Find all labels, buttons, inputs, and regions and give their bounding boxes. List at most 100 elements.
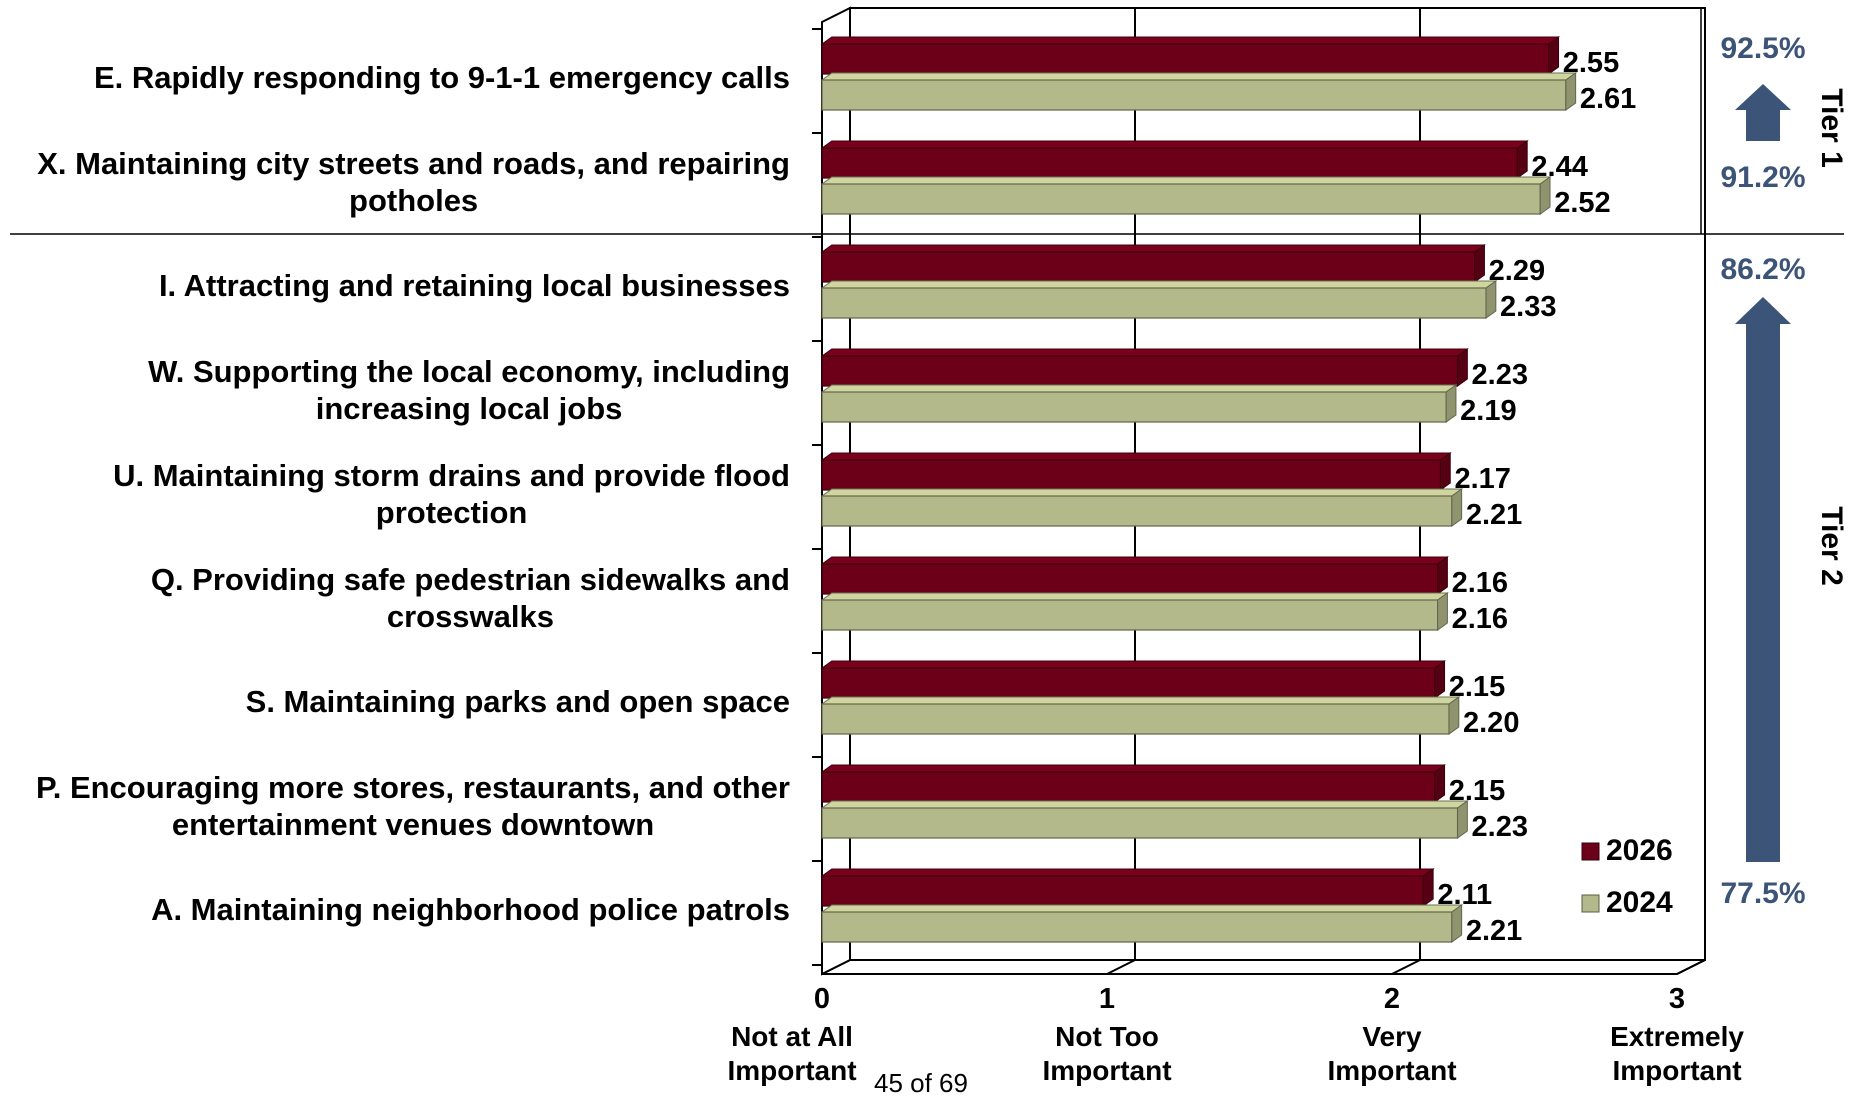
bar-2026-top-2 — [820, 244, 1487, 253]
bar-2024-end-0 — [1565, 72, 1577, 111]
x-tick-label-0: 0 — [814, 983, 830, 1015]
bar-2024-7 — [821, 807, 1459, 839]
bar-2026-top-5 — [820, 556, 1449, 565]
legend-label-2024: 2024 — [1606, 886, 1673, 919]
bar-2026-5 — [821, 563, 1439, 595]
bar-2026-0 — [821, 43, 1550, 75]
bar-2026-top-0 — [820, 36, 1561, 45]
value-label-2024-4: 2.21 — [1466, 499, 1522, 531]
bar-2024-end-2 — [1485, 280, 1497, 319]
bar-2024-end-8 — [1451, 904, 1463, 943]
bar-2026-end-5 — [1437, 556, 1448, 595]
page-number: 45 of 69 — [874, 1068, 968, 1098]
category-label-4-line2: protection — [376, 495, 528, 530]
bar-2026-top-6 — [820, 660, 1447, 669]
bar-2024-top-4 — [820, 488, 1464, 497]
value-label-2024-2: 2.33 — [1500, 291, 1556, 323]
bar-2026-end-6 — [1434, 660, 1446, 699]
labels: 2.55 2.61 2.44 2.52 2.29 2.33 2.23 2.19 2.17 2.21… — [36, 47, 1636, 947]
gridline-floor — [1106, 959, 1136, 975]
bars — [820, 36, 1578, 943]
bar-2024-end-7 — [1457, 800, 1468, 839]
bar-2024-top-7 — [820, 800, 1469, 809]
tier2-label: Tier 2 — [1815, 506, 1848, 586]
bar-2024-top-6 — [820, 696, 1461, 705]
bar-2024-end-1 — [1539, 176, 1551, 215]
value-label-2026-0: 2.55 — [1563, 47, 1619, 79]
bar-2026-top-1 — [820, 140, 1529, 149]
value-label-2024-7: 2.23 — [1472, 811, 1528, 843]
bar-2026-7 — [821, 771, 1436, 803]
bar-2024-top-1 — [820, 176, 1552, 185]
tier1-label: Tier 1 — [1815, 88, 1848, 168]
legend-label-2026: 2026 — [1606, 834, 1673, 867]
bar-2026-end-3 — [1457, 348, 1468, 387]
x-tick-label-3: 3 — [1669, 983, 1685, 1015]
category-label-7-line2: entertainment venues downtown — [172, 807, 654, 842]
bar-2024-1 — [821, 183, 1541, 215]
category-label-2: I. Attracting and retaining local busine… — [159, 268, 790, 303]
bar-2024-0 — [821, 79, 1567, 111]
value-label-2026-3: 2.23 — [1472, 359, 1528, 391]
x-tick-desc-2: Very — [1362, 1021, 1422, 1052]
category-label-3: W. Supporting the local economy, includi… — [148, 354, 790, 389]
bar-2024-4 — [821, 495, 1453, 527]
x-tick-desc-0: Not at All — [731, 1021, 853, 1052]
bar-2024-top-5 — [820, 592, 1449, 601]
category-label-5-line2: crosswalks — [387, 599, 554, 634]
bar-2024-5 — [821, 599, 1439, 631]
x-tick-desc-1-line2: Important — [1042, 1055, 1171, 1086]
category-label-1-line2: potholes — [349, 183, 478, 218]
bar-2026-4 — [821, 459, 1442, 491]
value-label-2026-7: 2.15 — [1449, 775, 1505, 807]
bar-2024-end-3 — [1445, 384, 1457, 423]
bar-2026-top-4 — [820, 452, 1452, 461]
tier2-bottom-percent: 77.5% — [1720, 877, 1805, 910]
x-tick-label-1: 1 — [1099, 983, 1115, 1015]
bar-2026-2 — [821, 251, 1476, 283]
legend-swatch-2026 — [1581, 842, 1600, 861]
bar-2024-top-0 — [820, 72, 1578, 81]
category-label-3-line2: increasing local jobs — [316, 391, 623, 426]
bar-2024-8 — [821, 911, 1453, 943]
tier1-top-percent: 92.5% — [1720, 32, 1805, 65]
bar-2026-end-1 — [1516, 140, 1528, 179]
value-label-2026-2: 2.29 — [1489, 255, 1545, 287]
value-label-2026-5: 2.16 — [1452, 567, 1508, 599]
tier-panel: 92.5% 91.2% Tier 1 86.2% 77.5% Tier 2 — [1720, 32, 1848, 910]
bar-2026-end-8 — [1422, 868, 1434, 907]
bar-2026-top-7 — [820, 764, 1447, 773]
category-label-4: U. Maintaining storm drains and provide … — [113, 458, 790, 493]
category-label-8: A. Maintaining neighborhood police patro… — [151, 892, 790, 927]
x-tick-desc-1: Not Too — [1055, 1021, 1159, 1052]
bar-2026-top-3 — [820, 348, 1469, 357]
gridline-floor — [1676, 959, 1706, 975]
plot-floor — [821, 959, 1706, 975]
value-label-2026-8: 2.11 — [1437, 879, 1492, 911]
bar-2024-top-8 — [820, 904, 1464, 913]
tier1-up-arrow — [1735, 84, 1791, 141]
category-label-5: Q. Providing safe pedestrian sidewalks a… — [151, 562, 790, 597]
bar-2024-3 — [821, 391, 1447, 423]
bar-2026-8 — [821, 875, 1424, 907]
category-label-7: P. Encouraging more stores, restaurants,… — [36, 770, 790, 805]
x-tick-desc-3-line2: Important — [1612, 1055, 1741, 1086]
tier1-bottom-percent: 91.2% — [1720, 161, 1805, 194]
value-label-2026-4: 2.17 — [1454, 463, 1510, 495]
bar-2024-6 — [821, 703, 1450, 735]
tier2-top-percent: 86.2% — [1720, 253, 1805, 286]
legend: 2026 2024 — [1581, 834, 1673, 919]
bar-2026-end-0 — [1548, 36, 1560, 75]
tier2-up-arrow — [1735, 297, 1791, 862]
bar-2026-6 — [821, 667, 1436, 699]
legend-swatch-2024 — [1581, 894, 1600, 913]
bar-2026-1 — [821, 147, 1519, 179]
value-label-2024-0: 2.61 — [1580, 83, 1636, 115]
x-tick-desc-0-line2: Important — [727, 1055, 856, 1086]
category-label-0: E. Rapidly responding to 9-1-1 emergency… — [94, 60, 790, 95]
bar-2026-end-7 — [1434, 764, 1446, 803]
category-label-1: X. Maintaining city streets and roads, a… — [37, 146, 790, 181]
value-label-2026-6: 2.15 — [1449, 671, 1505, 703]
bar-2026-end-4 — [1439, 452, 1451, 491]
